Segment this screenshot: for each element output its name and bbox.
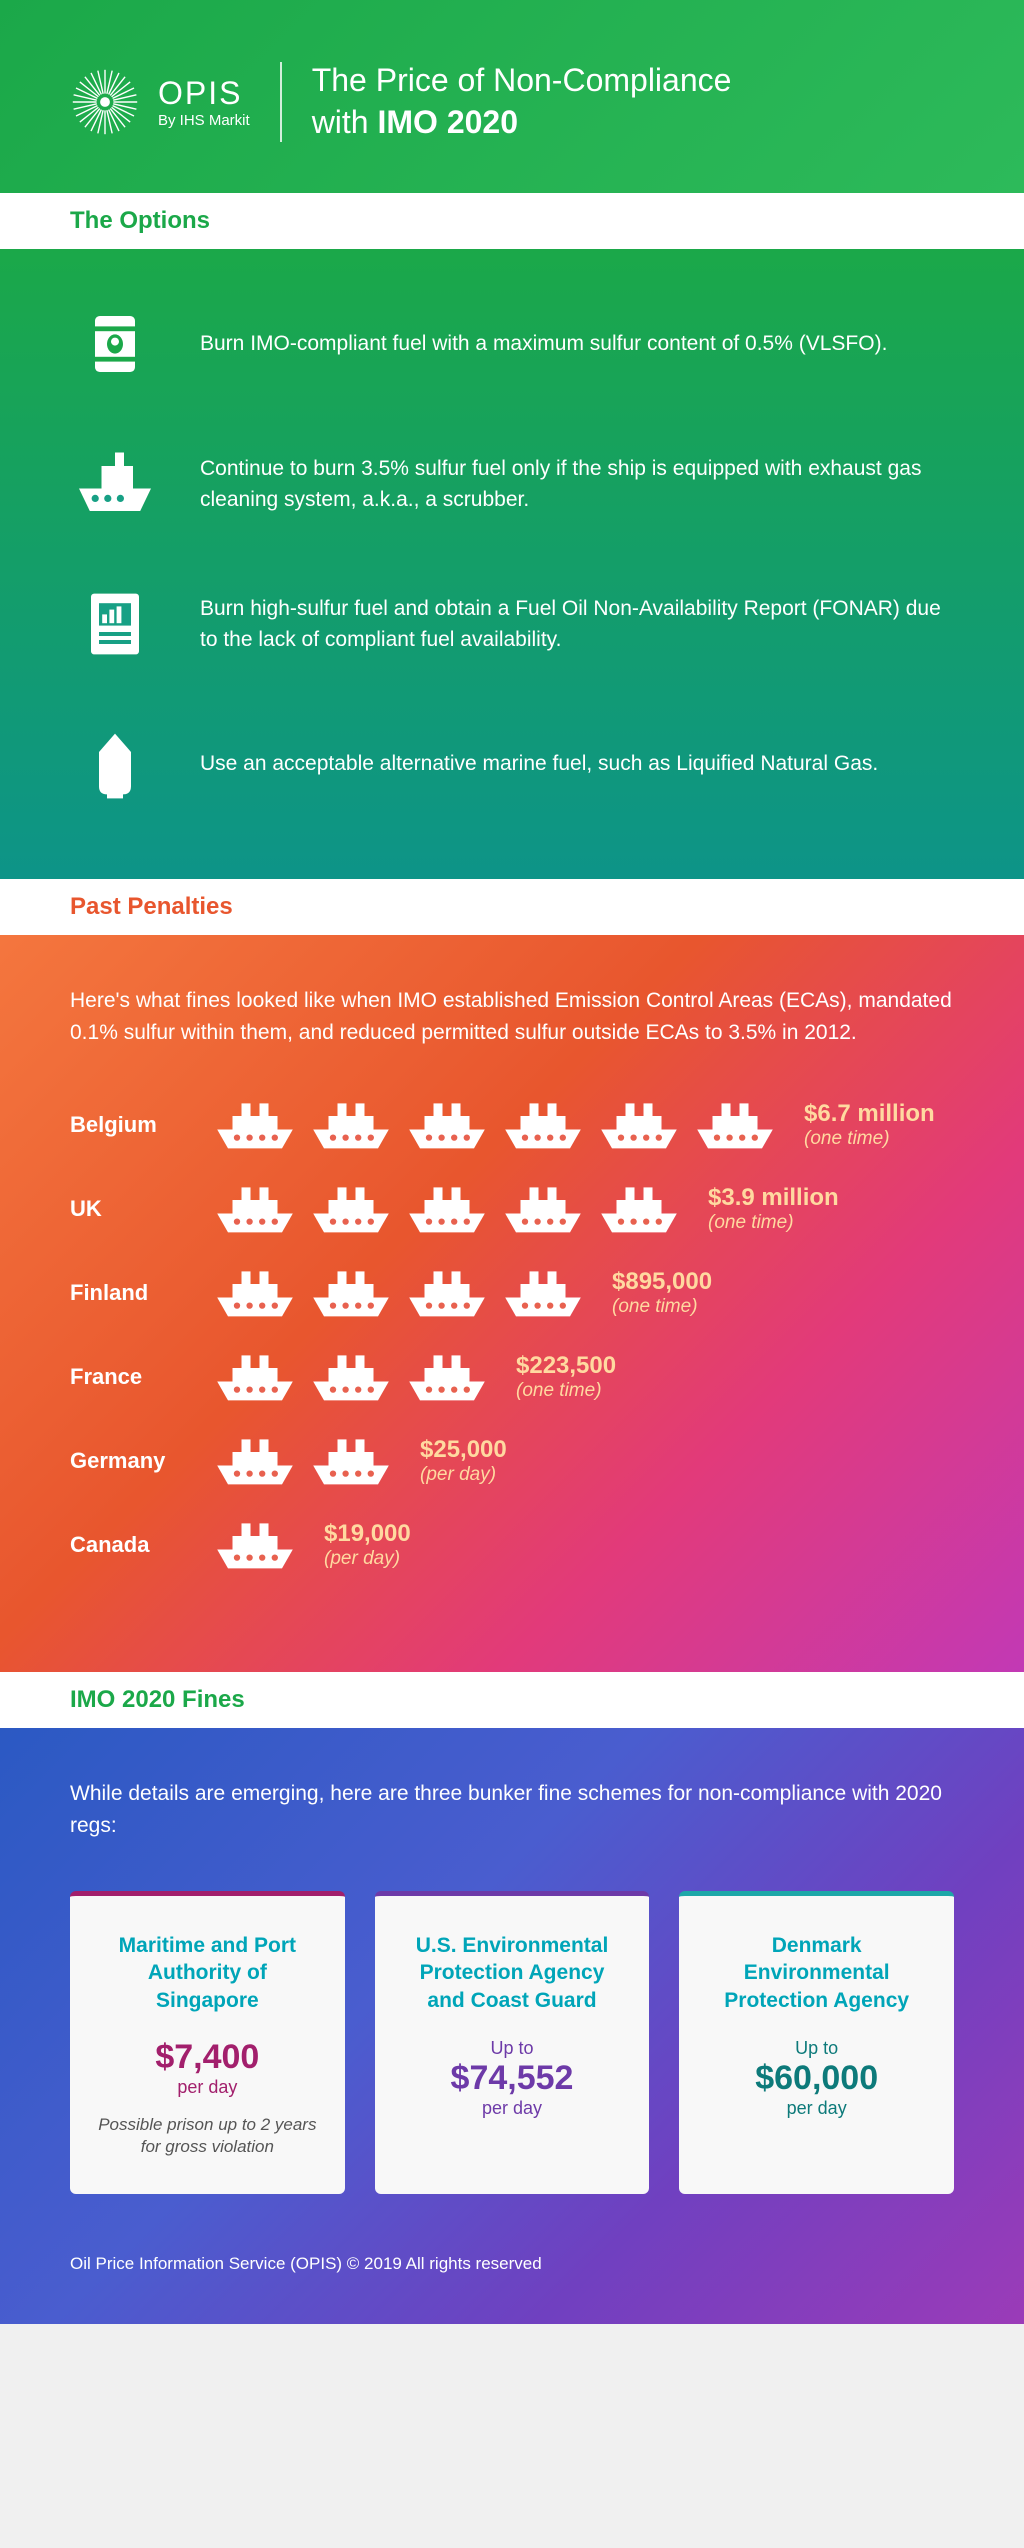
- ship-pictogram-icon: [402, 1182, 492, 1236]
- logo-text: OPIS By IHS Markit: [158, 75, 250, 129]
- ship-pictogram-icon: [498, 1182, 588, 1236]
- ship-pictogram-icon: [402, 1350, 492, 1404]
- penalty-amount: $6.7 million (one time): [804, 1100, 935, 1150]
- ship-count-pictogram: [210, 1518, 300, 1572]
- ship-pictogram-icon: [594, 1098, 684, 1152]
- vertical-divider: [280, 62, 282, 142]
- fine-card: Maritime and Port Authority of Singapore…: [70, 1891, 345, 2194]
- ship-pictogram-icon: [210, 1098, 300, 1152]
- card-amount: $7,400: [94, 2038, 321, 2077]
- penalty-amount: $19,000 (per day): [324, 1520, 411, 1570]
- penalty-amount: $3.9 million (one time): [708, 1184, 839, 1234]
- ship-pictogram-icon: [210, 1182, 300, 1236]
- card-amount: $60,000: [703, 2059, 930, 2098]
- card-title: U.S. Environmental Protection Agency and…: [399, 1932, 626, 2014]
- title-line1: The Price of Non-Compliance: [312, 60, 732, 102]
- penalty-row: UK $3.9 million (one time): [70, 1182, 954, 1236]
- penalty-amount: $25,000 (per day): [420, 1436, 507, 1486]
- card-title: Maritime and Port Authority of Singapore: [94, 1932, 321, 2014]
- option-row: Continue to burn 3.5% sulfur fuel only i…: [70, 439, 954, 529]
- header: OPIS By IHS Markit The Price of Non-Comp…: [0, 0, 1024, 193]
- card-per: per day: [703, 2098, 930, 2119]
- card-title: Denmark Environmental Protection Agency: [703, 1932, 930, 2014]
- fines-section: While details are emerging, here are thr…: [0, 1728, 1024, 2324]
- penalty-row: France $223,500 (one time): [70, 1350, 954, 1404]
- penalty-country: UK: [70, 1196, 210, 1222]
- ship-pictogram-icon: [402, 1266, 492, 1320]
- options-section: Burn IMO-compliant fuel with a maximum s…: [0, 249, 1024, 879]
- penalty-row: Canada $19,000 (per day): [70, 1518, 954, 1572]
- ship-count-pictogram: [210, 1182, 684, 1236]
- ship-pictogram-icon: [594, 1182, 684, 1236]
- ship-pictogram-icon: [210, 1434, 300, 1488]
- ship-pictogram-icon: [306, 1434, 396, 1488]
- section-options-title: The Options: [0, 193, 1024, 249]
- card-upto: Up to: [399, 2038, 626, 2059]
- ship-count-pictogram: [210, 1098, 780, 1152]
- fine-card: U.S. Environmental Protection Agency and…: [375, 1891, 650, 2194]
- option-text: Use an acceptable alternative marine fue…: [200, 748, 878, 780]
- ship-pictogram-icon: [498, 1098, 588, 1152]
- title-line2: with IMO 2020: [312, 102, 732, 144]
- penalty-country: Finland: [70, 1280, 210, 1306]
- footer-copyright: Oil Price Information Service (OPIS) © 2…: [70, 2254, 954, 2274]
- ship-pictogram-icon: [210, 1266, 300, 1320]
- option-row: Use an acceptable alternative marine fue…: [70, 719, 954, 809]
- option-row: Burn IMO-compliant fuel with a maximum s…: [70, 299, 954, 389]
- ship-pictogram-icon: [306, 1182, 396, 1236]
- option-row: Burn high-sulfur fuel and obtain a Fuel …: [70, 579, 954, 669]
- fine-cards: Maritime and Port Authority of Singapore…: [70, 1891, 954, 2194]
- card-per: per day: [399, 2098, 626, 2119]
- option-text: Burn IMO-compliant fuel with a maximum s…: [200, 328, 887, 360]
- infographic-root: OPIS By IHS Markit The Price of Non-Comp…: [0, 0, 1024, 2324]
- ship-count-pictogram: [210, 1266, 588, 1320]
- penalty-country: Belgium: [70, 1112, 210, 1138]
- barrel-icon: [70, 299, 160, 389]
- fine-card: Denmark Environmental Protection Agency …: [679, 1891, 954, 2194]
- main-title: The Price of Non-Compliance with IMO 202…: [312, 60, 732, 143]
- fines-intro: While details are emerging, here are thr…: [70, 1778, 954, 1841]
- ship-pictogram-icon: [690, 1098, 780, 1152]
- penalty-amount: $223,500 (one time): [516, 1352, 616, 1402]
- ship-count-pictogram: [210, 1434, 396, 1488]
- card-upto: Up to: [703, 2038, 930, 2059]
- option-text: Continue to burn 3.5% sulfur fuel only i…: [200, 453, 954, 516]
- ship-pictogram-icon: [498, 1266, 588, 1320]
- penalty-country: Germany: [70, 1448, 210, 1474]
- ship-pictogram-icon: [210, 1350, 300, 1404]
- penalty-amount: $895,000 (one time): [612, 1268, 712, 1318]
- penalty-row: Belgium $6.7 million (one time): [70, 1098, 954, 1152]
- penalty-country: Canada: [70, 1532, 210, 1558]
- logo-block: OPIS By IHS Markit: [70, 67, 250, 137]
- sunburst-icon: [70, 67, 140, 137]
- option-text: Burn high-sulfur fuel and obtain a Fuel …: [200, 593, 954, 656]
- brand-name: OPIS: [158, 75, 250, 112]
- ship-count-pictogram: [210, 1350, 492, 1404]
- section-penalties-title: Past Penalties: [0, 879, 1024, 935]
- lng-icon: [70, 719, 160, 809]
- ship-icon: [70, 439, 160, 529]
- ship-pictogram-icon: [306, 1098, 396, 1152]
- penalty-country: France: [70, 1364, 210, 1390]
- ship-pictogram-icon: [306, 1266, 396, 1320]
- section-fines-title: IMO 2020 Fines: [0, 1672, 1024, 1728]
- penalty-row: Germany $25,000 (per day): [70, 1434, 954, 1488]
- brand-tagline: By IHS Markit: [158, 112, 250, 129]
- card-amount: $74,552: [399, 2059, 626, 2098]
- penalties-section: Here's what fines looked like when IMO e…: [0, 935, 1024, 1672]
- card-note: Possible prison up to 2 years for gross …: [94, 2114, 321, 2158]
- card-per: per day: [94, 2077, 321, 2098]
- penalties-intro: Here's what fines looked like when IMO e…: [70, 985, 954, 1048]
- ship-pictogram-icon: [402, 1098, 492, 1152]
- penalty-row: Finland $895,000 (one time): [70, 1266, 954, 1320]
- ship-pictogram-icon: [210, 1518, 300, 1572]
- report-icon: [70, 579, 160, 669]
- ship-pictogram-icon: [306, 1350, 396, 1404]
